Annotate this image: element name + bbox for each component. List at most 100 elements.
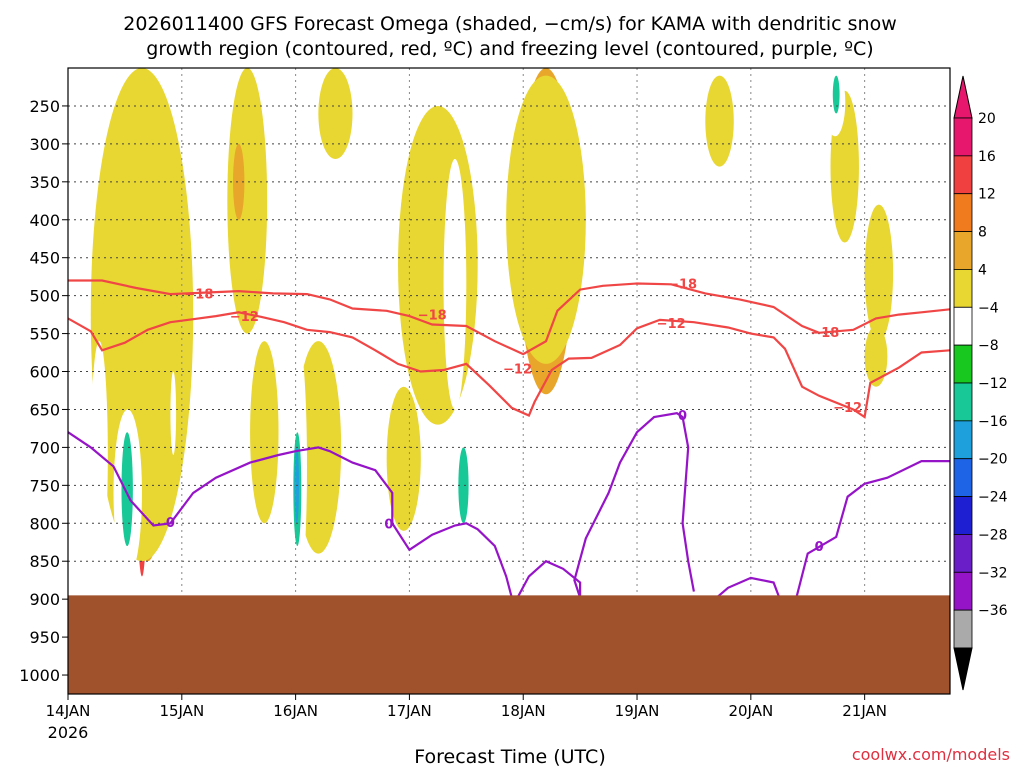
colorbar-label-5: −4 <box>978 300 999 316</box>
colorbar-top-arrow <box>953 75 973 119</box>
omega-region-32 <box>676 310 689 569</box>
contour-label-2: −18 <box>668 277 697 292</box>
contour-label-4: −12 <box>230 310 259 325</box>
y-tick-label-250: 250 <box>29 97 60 116</box>
x-tick-label-16JAN: 16JAN <box>273 702 318 720</box>
colorbar-swatch-1 <box>953 155 973 195</box>
y-tick-label-400: 400 <box>29 211 60 230</box>
omega-region-33 <box>614 325 626 524</box>
colorbar-swatch-5 <box>953 306 973 346</box>
x-tick-label-14JAN: 14JAN <box>46 702 91 720</box>
colorbar-swatch-13 <box>953 609 973 649</box>
y-tick-label-850: 850 <box>29 552 60 571</box>
y-tick-label-1000: 1000 <box>19 666 60 685</box>
colorbar-label-10: −24 <box>978 490 1008 506</box>
contour-label-9: 0 <box>384 517 393 532</box>
contour-label-8: 0 <box>166 516 175 531</box>
contour-label-10: 0 <box>678 409 687 424</box>
credit-text: coolwx.com/models <box>852 745 1010 764</box>
contour-freeze_far2 <box>795 460 950 598</box>
omega-region-5 <box>90 68 194 562</box>
contour-label-3: −18 <box>810 326 839 341</box>
colorbar-swatch-9 <box>953 458 973 497</box>
contour-label-11: 0 <box>815 540 824 555</box>
x-tick-label-17JAN: 17JAN <box>387 702 432 720</box>
contour-label-7: −12 <box>833 401 862 416</box>
x-tick-label-21JAN: 21JAN <box>842 702 887 720</box>
contour-label-5: −12 <box>657 317 686 332</box>
contour-dgz_cold_minus18 <box>68 279 950 356</box>
omega-region-22 <box>386 386 421 531</box>
y-tick-label-950: 950 <box>29 628 60 647</box>
contour-dgz_warm_minus12 <box>68 311 950 419</box>
colorbar-swatch-11 <box>953 534 973 573</box>
y-tick-label-500: 500 <box>29 287 60 306</box>
y-tick-label-650: 650 <box>29 400 60 419</box>
colorbar-label-8: −16 <box>978 414 1008 430</box>
colorbar-swatch-2 <box>953 193 973 232</box>
omega-region-36 <box>688 143 697 258</box>
colorbar-swatch-10 <box>953 496 973 535</box>
omega-region-35 <box>648 75 655 152</box>
y-tick-label-550: 550 <box>29 325 60 344</box>
gridlines <box>68 68 950 694</box>
omega-region-19 <box>864 325 888 387</box>
contour-lines: −18 −18 −18 −18 −12 −12 −12 −12 0 0 0 0 <box>68 277 950 599</box>
omega-region-20 <box>250 341 279 524</box>
omega-region-40 <box>832 75 840 114</box>
x-axis-ticks: 14JAN 15JAN 16JAN 17JAN 18JAN 19JAN 20JAN 21JAN <box>46 694 887 720</box>
colorbar-label-9: −20 <box>978 452 1008 468</box>
x-axis-label: Forecast Time (UTC) <box>414 746 605 768</box>
y-tick-label-600: 600 <box>29 363 60 382</box>
colorbar-swatch-0 <box>953 117 973 157</box>
plot-frame <box>67 67 951 695</box>
contour-label-6: −12 <box>503 362 532 377</box>
contour-label-0: −18 <box>184 287 213 302</box>
colorbar-label-7: −12 <box>978 376 1008 392</box>
colorbar-label-11: −28 <box>978 527 1008 543</box>
omega-region-41 <box>295 75 302 197</box>
colorbar-label-4: 4 <box>978 262 987 278</box>
omega-region-37 <box>745 143 752 235</box>
colorbar-label-0: 20 <box>978 111 996 127</box>
omega-region-16 <box>705 75 734 167</box>
contour-freeze_right <box>573 412 695 598</box>
colorbar-label-2: 12 <box>978 187 996 203</box>
contour-label-1: −18 <box>418 309 447 324</box>
y-tick-label-800: 800 <box>29 514 60 533</box>
omega-region-14 <box>233 143 245 220</box>
colorbar-swatch-4 <box>953 269 973 308</box>
y-tick-label-450: 450 <box>29 249 60 268</box>
omega-region-44 <box>346 250 353 311</box>
omega-region-43 <box>96 356 103 418</box>
omega-region-24 <box>121 432 133 547</box>
x-tick-label-15JAN: 15JAN <box>159 702 204 720</box>
colorbar: 20 16 12 8 4 −4 −8 −12 −16 −20 −24 −28 −32 −36 <box>953 75 1008 691</box>
y-tick-label-350: 350 <box>29 173 60 192</box>
omega-region-13 <box>227 68 268 334</box>
contour-freeze_mid <box>516 559 582 599</box>
omega-region-45 <box>170 371 177 455</box>
contour-freeze_far <box>715 576 781 599</box>
y-tick-label-900: 900 <box>29 590 60 609</box>
colorbar-bottom-arrow <box>953 647 973 691</box>
colorbar-label-13: −36 <box>978 603 1008 619</box>
colorbar-label-6: −8 <box>978 338 999 354</box>
omega-region-34 <box>637 174 643 228</box>
y-axis-ticks: 250 300 350 400 450 500 550 600 650 700 750 800 850 9… <box>19 97 68 685</box>
colorbar-label-12: −32 <box>978 565 1008 581</box>
omega-region-38 <box>767 83 778 160</box>
y-tick-label-300: 300 <box>29 135 60 154</box>
x-tick-label-19JAN: 19JAN <box>615 702 660 720</box>
x-tick-label-20JAN: 20JAN <box>728 702 773 720</box>
colorbar-swatch-8 <box>953 420 973 460</box>
colorbar-swatch-3 <box>953 231 973 270</box>
omega-region-10 <box>506 75 586 364</box>
chart-title-line2: growth region (contoured, red, ºC) and f… <box>146 38 873 60</box>
colorbar-swatch-7 <box>953 382 973 422</box>
plot-area: −18 −18 −18 −18 −12 −12 −12 −12 0 0 0 0 <box>68 68 950 694</box>
colorbar-label-3: 8 <box>978 225 987 241</box>
colorbar-swatch-12 <box>953 571 973 611</box>
